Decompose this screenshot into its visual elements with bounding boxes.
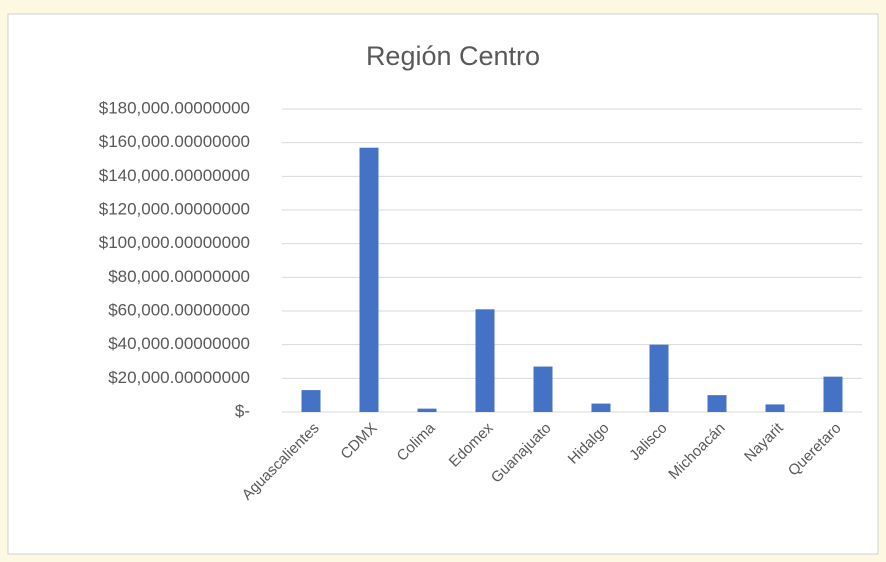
y-tick-label: $80,000.00000000 [108,267,250,286]
chart-area [7,13,879,555]
bar [765,404,785,412]
y-tick-label: $120,000.00000000 [99,199,250,218]
y-tick-label: $180,000.00000000 [99,98,250,117]
bar [591,403,611,412]
chart-title: Región Centro [366,41,540,71]
y-tick-label: $140,000.00000000 [99,166,250,185]
y-tick-label: $40,000.00000000 [108,334,250,353]
bar [417,408,437,412]
bar [301,390,321,412]
y-tick-label: $- [235,401,250,420]
bar [823,376,843,412]
bar [707,395,727,412]
bar [533,366,553,412]
y-tick-label: $20,000.00000000 [108,368,250,387]
y-tick-label: $60,000.00000000 [108,300,250,319]
bar [359,147,379,412]
y-tick-label: $160,000.00000000 [99,132,250,151]
y-tick-label: $100,000.00000000 [99,233,250,252]
bar [475,309,495,412]
bar [649,344,669,412]
